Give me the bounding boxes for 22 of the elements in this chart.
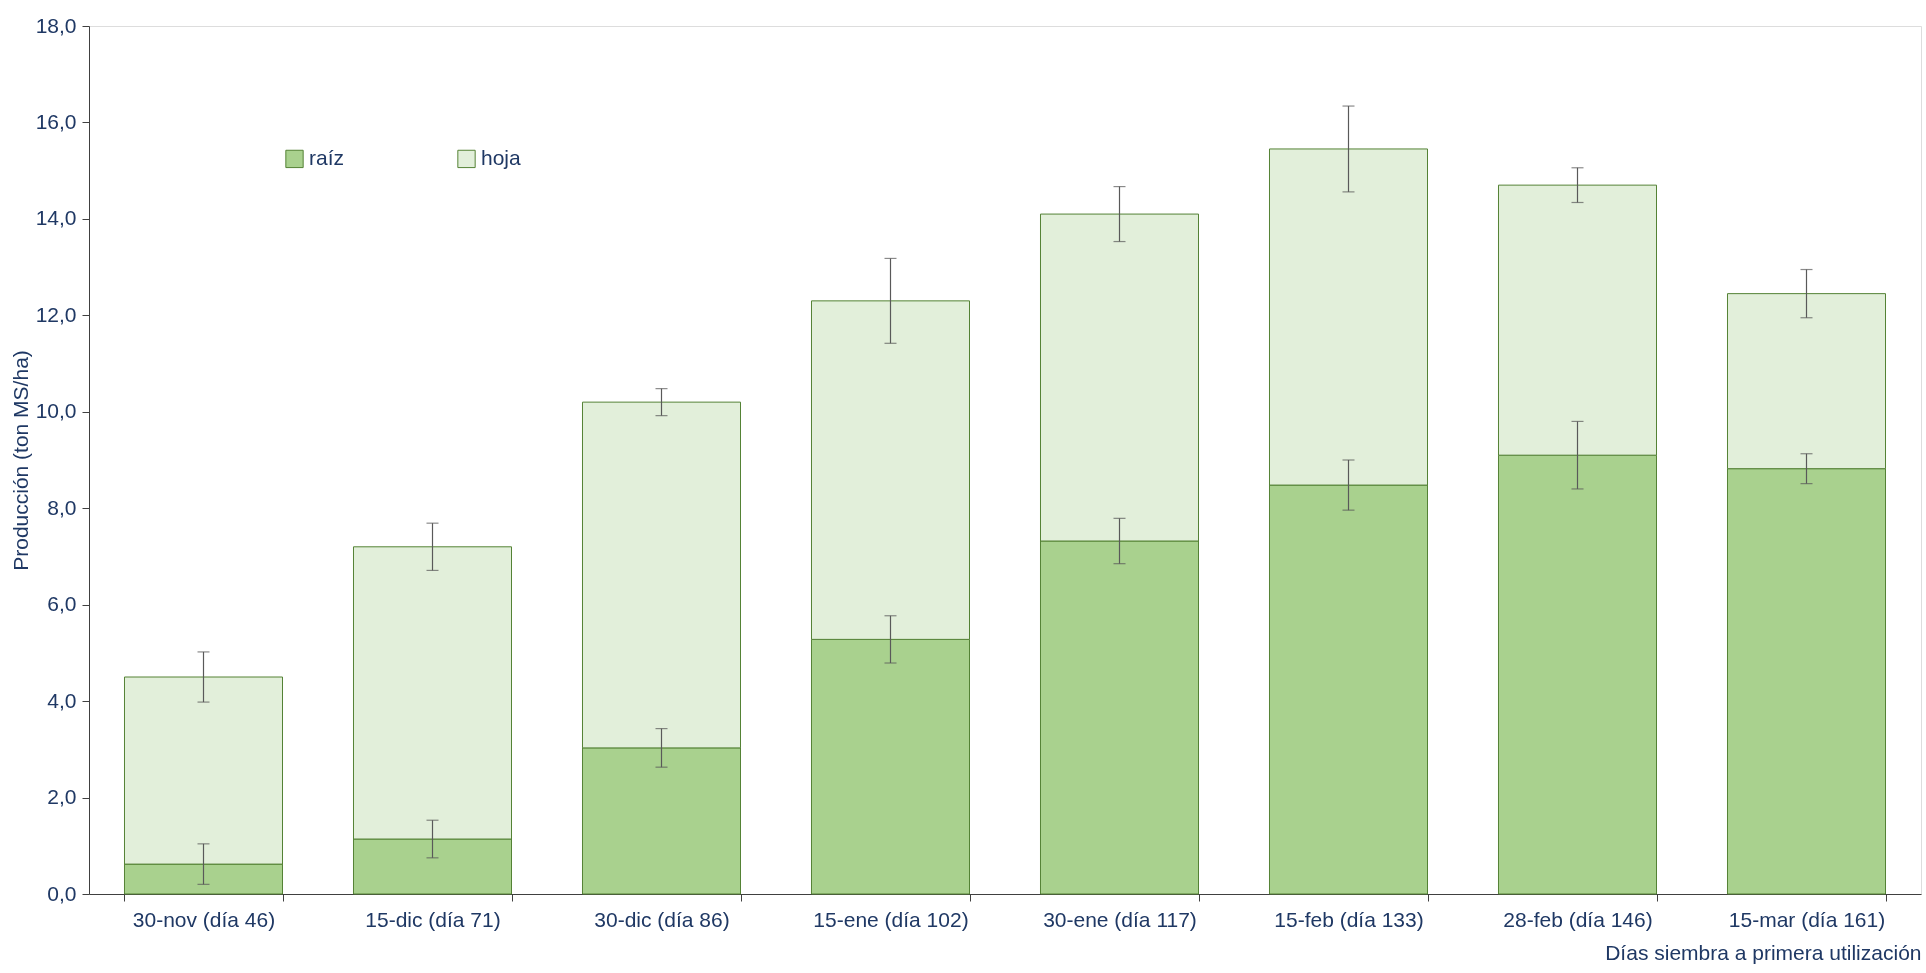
x-tick-label: 15-feb (día 133) [1274, 907, 1424, 931]
x-tick-label: 15-mar (día 161) [1728, 907, 1886, 931]
x-axis-title: Días siembra a primera utilización [1605, 940, 1922, 964]
y-tick-label: 2,0 [47, 785, 77, 809]
y-tick-label: 8,0 [47, 495, 77, 519]
x-tick-label: 15-ene (día 102) [813, 907, 969, 931]
y-tick-label: 16,0 [35, 109, 77, 133]
y-tick-label: 12,0 [35, 302, 77, 326]
y-tick-label: 6,0 [47, 592, 77, 616]
y-axis-title: Producción (ton MS/ha) [8, 350, 32, 571]
y-tick-label: 14,0 [35, 206, 77, 230]
x-tick-label: 30-nov (día 46) [132, 907, 276, 931]
y-tick-label: 0,0 [47, 881, 77, 905]
legend-label: hoja [481, 145, 522, 169]
y-tick-label: 10,0 [35, 399, 77, 423]
x-tick-label: 30-dic (día 86) [594, 907, 730, 931]
x-tick-label: 15-dic (día 71) [365, 907, 501, 931]
x-tick-label: 30-ene (día 117) [1043, 907, 1197, 931]
y-tick-label: 4,0 [47, 688, 77, 712]
x-tick-label: 28-feb (día 146) [1503, 907, 1653, 931]
y-tick-label: 18,0 [35, 13, 77, 37]
legend-label: raíz [309, 145, 345, 169]
